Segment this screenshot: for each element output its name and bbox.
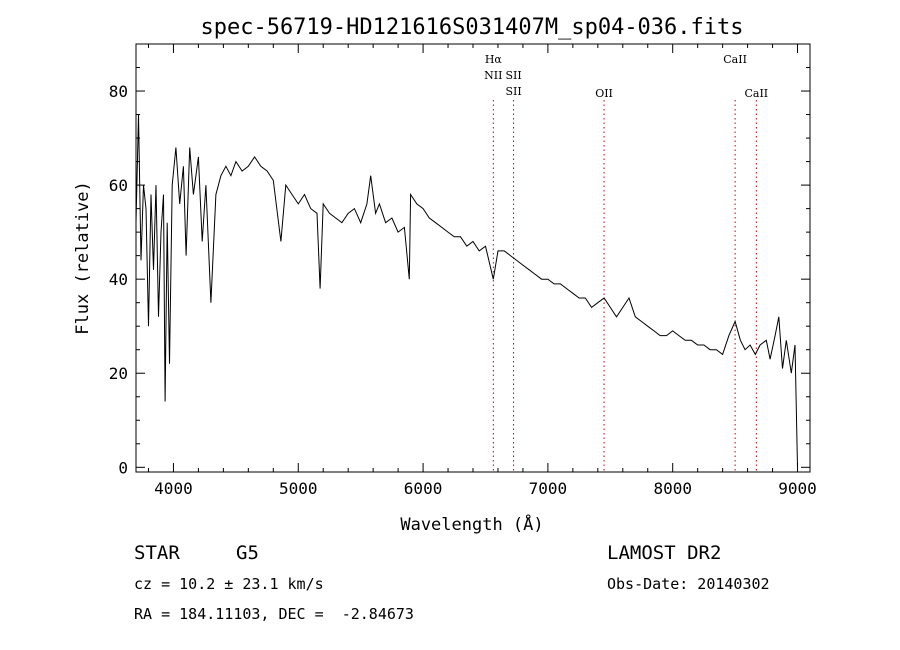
x-tick-label: 4000 — [154, 479, 193, 498]
observation-date: Obs-Date: 20140302 — [607, 575, 770, 593]
spectral-line-label: CaII — [744, 87, 768, 100]
y-tick-label: 60 — [109, 176, 128, 195]
chart-title: spec-56719-HD121616S031407M_sp04-036.fit… — [200, 15, 743, 40]
spectral-line-label: SII — [505, 69, 521, 82]
x-tick-label: 7000 — [529, 479, 568, 498]
velocity-readout: cz = 10.2 ± 23.1 km/s — [134, 575, 324, 593]
y-tick-label: 40 — [109, 270, 128, 289]
spectral-line-markers: Hα NII SII SII OII CaII CaII — [484, 53, 768, 472]
coordinates-readout: RA = 184.11103, DEC = -2.84673 — [134, 605, 414, 623]
x-axis-ticks: 4000 5000 6000 7000 8000 9000 — [147, 44, 817, 498]
y-tick-label: 80 — [109, 82, 128, 101]
survey-name: LAMOST DR2 — [607, 542, 721, 564]
x-tick-label: 5000 — [279, 479, 318, 498]
spectral-line-label: CaII — [723, 53, 747, 66]
y-axis-label: Flux (relative) — [73, 181, 93, 335]
x-tick-label: 8000 — [653, 479, 692, 498]
y-tick-label: 0 — [118, 458, 128, 477]
spectral-line-label: Hα — [485, 53, 503, 66]
spectral-line-label: SII — [505, 85, 521, 98]
object-class: STAR — [134, 542, 180, 564]
spectral-line-label: OII — [595, 87, 613, 100]
x-tick-label: 6000 — [404, 479, 443, 498]
x-axis-label: Wavelength (Å) — [400, 513, 543, 535]
plot-frame — [135, 43, 811, 473]
y-tick-label: 20 — [109, 364, 128, 383]
spectral-line-label: NII — [484, 69, 502, 82]
spectrum-line — [135, 114, 798, 468]
x-tick-label: 9000 — [778, 479, 817, 498]
y-axis-ticks: 0 20 40 60 80 — [109, 67, 810, 477]
spectral-subclass: G5 — [236, 542, 259, 564]
